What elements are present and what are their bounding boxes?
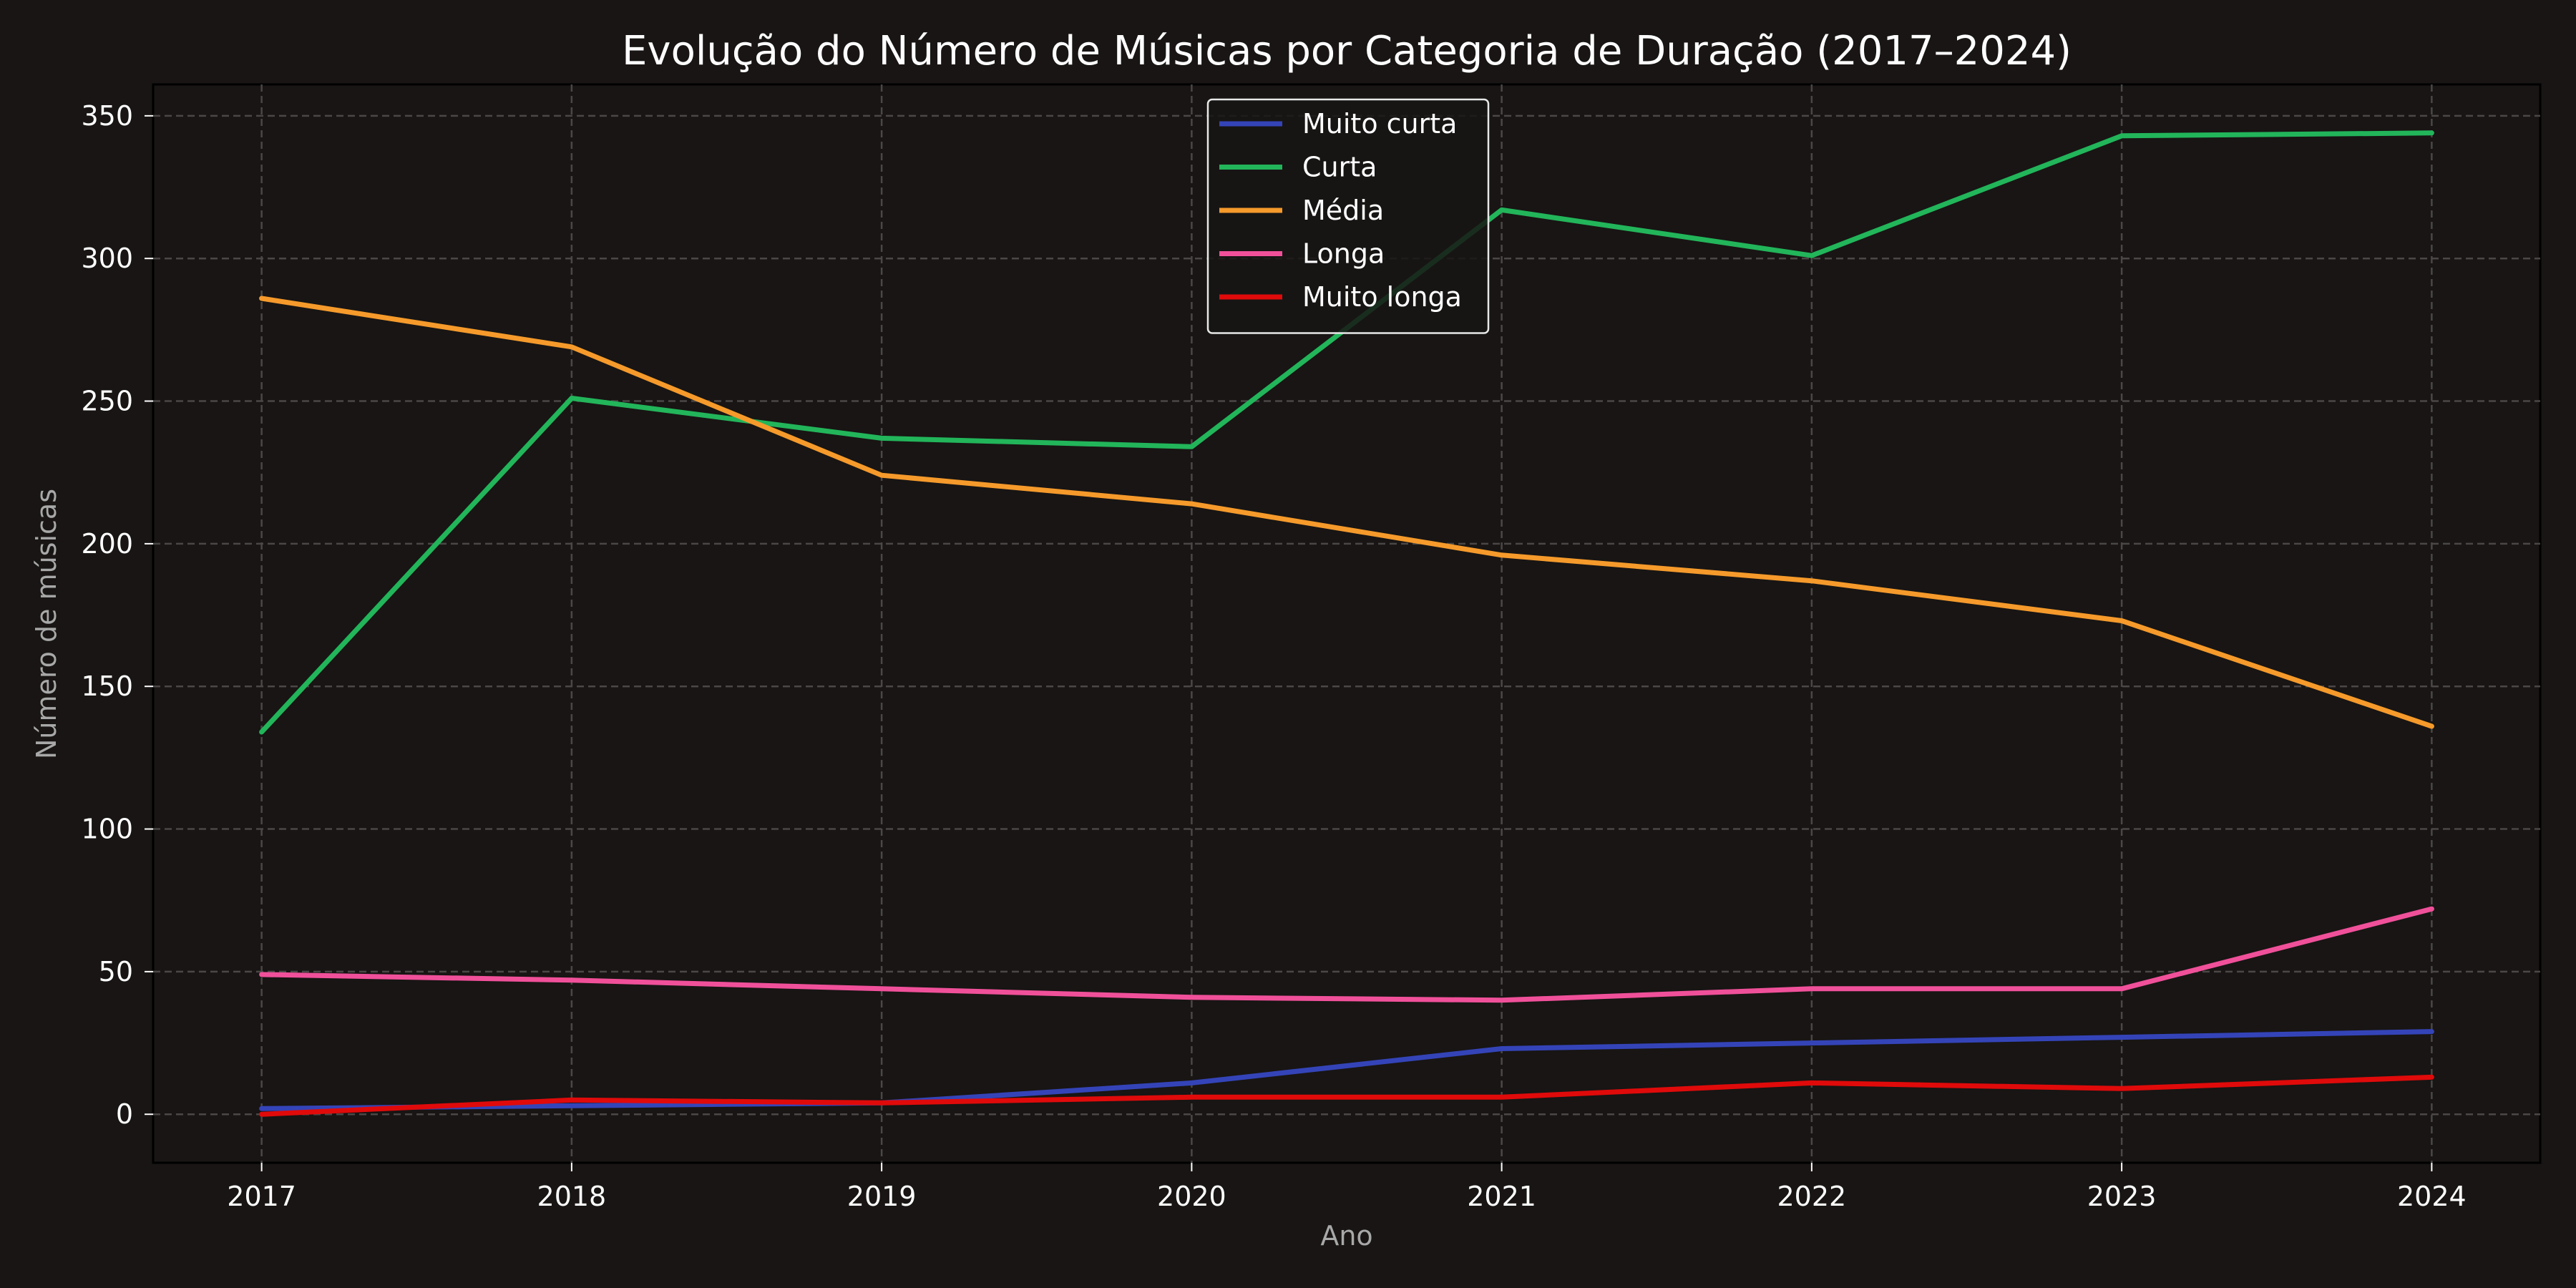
- axes: 2017 2018 2019 2020 2021 2022 2023 2024 0 50 100 15…: [81, 100, 2466, 1212]
- legend-entry-label: Média: [1302, 195, 1384, 226]
- series-line-muito-curta: [259, 1029, 2434, 1111]
- x-tick-label: 2020: [1157, 1181, 1226, 1212]
- x-tick-label: 2017: [227, 1181, 296, 1212]
- legend-entry-label: Curta: [1302, 152, 1377, 183]
- y-tick-label: 0: [116, 1098, 133, 1130]
- y-tick-label: 250: [81, 386, 133, 417]
- x-tick-label: 2022: [1777, 1181, 1847, 1212]
- x-tick-label: 2021: [1467, 1181, 1536, 1212]
- y-axis-label: Número de músicas: [31, 489, 62, 759]
- chart-title: Evolução do Número de Músicas por Catego…: [622, 28, 2072, 74]
- legend: Muito curta Curta Média Longa Muito longa: [1206, 98, 1490, 334]
- y-tick-label: 350: [81, 100, 133, 132]
- y-tick-label: 300: [81, 243, 133, 274]
- series-line-longa: [259, 906, 2434, 1003]
- legend-entry-label: Longa: [1302, 238, 1385, 270]
- y-tick-label: 50: [99, 956, 133, 987]
- series-line-média: [259, 296, 2434, 729]
- x-tick-label: 2018: [537, 1181, 607, 1212]
- series-line-muito-longa: [259, 1074, 2434, 1117]
- x-tick-label: 2024: [2397, 1181, 2467, 1212]
- y-tick-label: 200: [81, 528, 133, 560]
- legend-entry-label: Muito longa: [1302, 281, 1462, 313]
- x-tick-label: 2019: [847, 1181, 917, 1212]
- y-tick-label: 100: [81, 814, 133, 845]
- x-tick-label: 2023: [2087, 1181, 2157, 1212]
- y-tick-label: 150: [81, 670, 133, 702]
- legend-box: [1206, 98, 1490, 334]
- legend-entry-label: Muito curta: [1302, 108, 1457, 140]
- x-axis-label: Ano: [1320, 1220, 1372, 1252]
